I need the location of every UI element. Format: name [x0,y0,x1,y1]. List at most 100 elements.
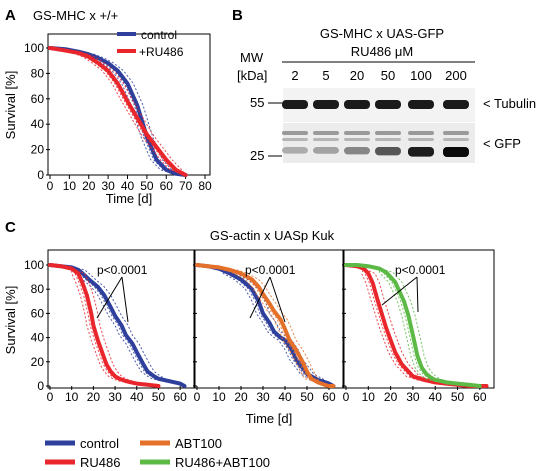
gfp-band [375,147,401,156]
series-ru486-replicate [49,264,159,387]
series-ru486-abt100-replicate [346,264,480,387]
y-tick-label: 100 [24,41,44,55]
series-control-replicate [49,264,185,387]
legend-control-label: control [141,28,177,42]
gfp-band [282,147,308,154]
pvalue-3-line-a [381,276,418,306]
panel-b-title: GS-MHC x UAS-GFP [320,26,444,41]
series-control-replicate [196,264,334,387]
tubulin-band [375,100,401,109]
series-abt100-replicate [196,264,334,387]
panel-a-letter: A [5,7,16,24]
concentration-label: 200 [445,68,467,83]
x-tick-label: 80 [198,179,212,193]
x-tick-label: 20 [87,390,101,404]
legend-c-ru486-label: RU486 [80,455,120,470]
tubulin-label: < Tubulin [483,96,536,111]
pvalue-1-line-a [96,276,123,319]
y-tick-label: 100 [24,258,44,272]
pvalue-1-line-b [121,276,129,323]
panel-c-frame-3 [343,249,495,389]
series-control-replicate [49,264,185,387]
x-tick-label: 10 [65,390,79,404]
nonspecific-band [443,131,469,135]
legend-c-combo-label: RU486+ABT100 [175,455,270,470]
series-control-line [48,263,187,388]
y-tick-label: 20 [31,355,45,369]
legend-c-control-label: control [80,436,119,451]
nonspecific-band [408,131,434,135]
x-tick-label: 60 [173,390,187,404]
panel-c-legend: control ABT100 RU486 RU486+ABT100 [45,436,270,470]
x-tick-label: 30 [256,390,270,404]
x-tick-label: 60 [322,390,336,404]
panel-a-title: GS-MHC x +/+ [33,8,118,23]
x-tick-label: 60 [160,179,174,193]
nonspecific-band [282,138,308,141]
x-tick-label: 0 [343,390,350,404]
x-tick-label: 40 [121,179,135,193]
x-tick-label: 40 [429,390,443,404]
concentration-label: 50 [381,68,395,83]
series-control-replicate [196,264,334,387]
series-abt100-replicate [196,264,334,387]
series-control-replicate [49,47,186,176]
series-control-replicate [49,47,186,176]
x-tick-label: 50 [300,390,314,404]
x-tick-label: 10 [63,179,77,193]
series-abt100-replicate [196,264,334,387]
y-tick-label: 60 [31,306,45,320]
y-tick-label: 40 [31,331,45,345]
legend-c-abt-label: ABT100 [175,436,222,451]
panel-b-letter: B [232,7,243,24]
pvalue-2-line-a [249,276,271,319]
marker-25: 25 [250,148,264,163]
x-tick-label: 30 [406,390,420,404]
pvalue-2: p<0.0001 [245,263,296,277]
gfp-strip [283,123,475,163]
nonspecific-band [344,131,370,135]
series-ru486-replicate [345,264,487,387]
series-control-replicate [49,264,185,387]
panel-b-subtitle: RU486 μM [351,44,413,59]
series-ru486-replicate [345,264,487,387]
tubulin-band [443,100,469,109]
pvalue-1: p<0.0001 [97,263,148,277]
panel-a-legend: control +RU486 [117,28,184,59]
series-abt100-line [195,263,336,388]
series-ru486-replicate [345,264,487,387]
x-tick-label: 0 [194,390,201,404]
x-tick-label: 10 [362,390,376,404]
x-tick-label: 50 [451,390,465,404]
panel-c-plot-1: 0 20 40 60 80 100 0 10 20 30 40 50 60 [24,258,187,404]
series-control-line [195,263,336,388]
x-tick-label: 0 [47,390,54,404]
x-tick-label: 20 [384,390,398,404]
gfp-band [313,147,339,154]
x-tick-label: 70 [179,179,193,193]
panel-c-plot-3: 0 10 20 30 40 50 60 [342,263,489,404]
tubulin-band [313,100,339,109]
mw-label: MW [240,50,264,65]
gfp-band [344,147,370,155]
panel-a: A GS-MHC x +/+ 0 20 40 60 80 100 0 10 20 30 40 50 60… [3,7,212,206]
series-ru486-replicate [49,264,159,387]
series--ru486-replicate [49,47,187,176]
x-tick-label: 50 [140,179,154,193]
marker-55: 55 [250,95,264,110]
panel-a-ylabel: Survival [%] [3,71,18,140]
panel-c-letter: C [5,219,16,236]
pvalue-2-line-b [269,276,286,323]
nonspecific-band [375,131,401,135]
nonspecific-band [443,138,469,141]
x-tick-label: 50 [152,390,166,404]
nonspecific-band [313,131,339,135]
blot-bands [282,100,469,157]
gfp-band [443,147,469,157]
x-tick-label: 0 [47,179,54,193]
y-tick-label: 20 [31,143,45,157]
panel-c-plot-2: 0 10 20 30 40 50 60 [193,263,336,404]
panel-c-xlabel: Time [d] [246,411,292,426]
